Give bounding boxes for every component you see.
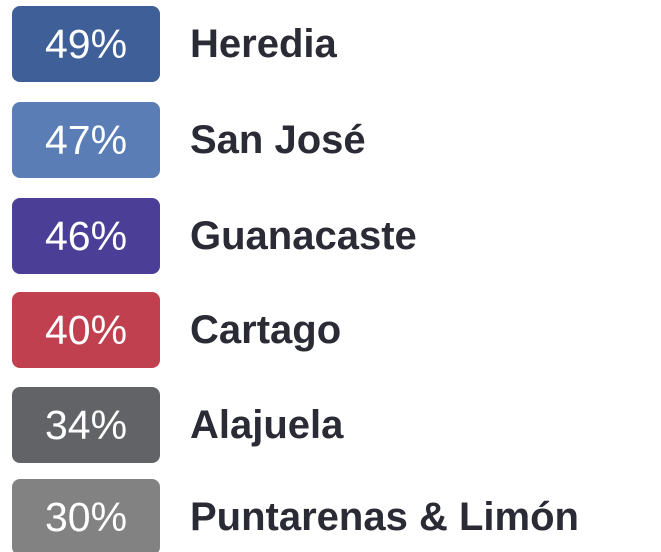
percent-badge: 40% — [12, 292, 160, 368]
region-label: Cartago — [190, 308, 342, 352]
region-label: Puntarenas & Limón — [190, 495, 579, 539]
region-label: San José — [190, 118, 366, 162]
list-row: 46% Guanacaste — [12, 198, 661, 274]
percent-badge: 30% — [12, 479, 160, 552]
list-row: 47% San José — [12, 102, 661, 178]
list-row: 34% Alajuela — [12, 387, 661, 463]
list-row: 40% Cartago — [12, 292, 661, 368]
region-label: Alajuela — [190, 403, 344, 447]
percent-badge: 49% — [12, 6, 160, 82]
region-label: Heredia — [190, 22, 337, 66]
list-row: 30% Puntarenas & Limón — [12, 479, 661, 552]
percent-badge: 47% — [12, 102, 160, 178]
region-label: Guanacaste — [190, 214, 417, 258]
percent-badge: 34% — [12, 387, 160, 463]
list-row: 49% Heredia — [12, 6, 661, 82]
percent-badge: 46% — [12, 198, 160, 274]
